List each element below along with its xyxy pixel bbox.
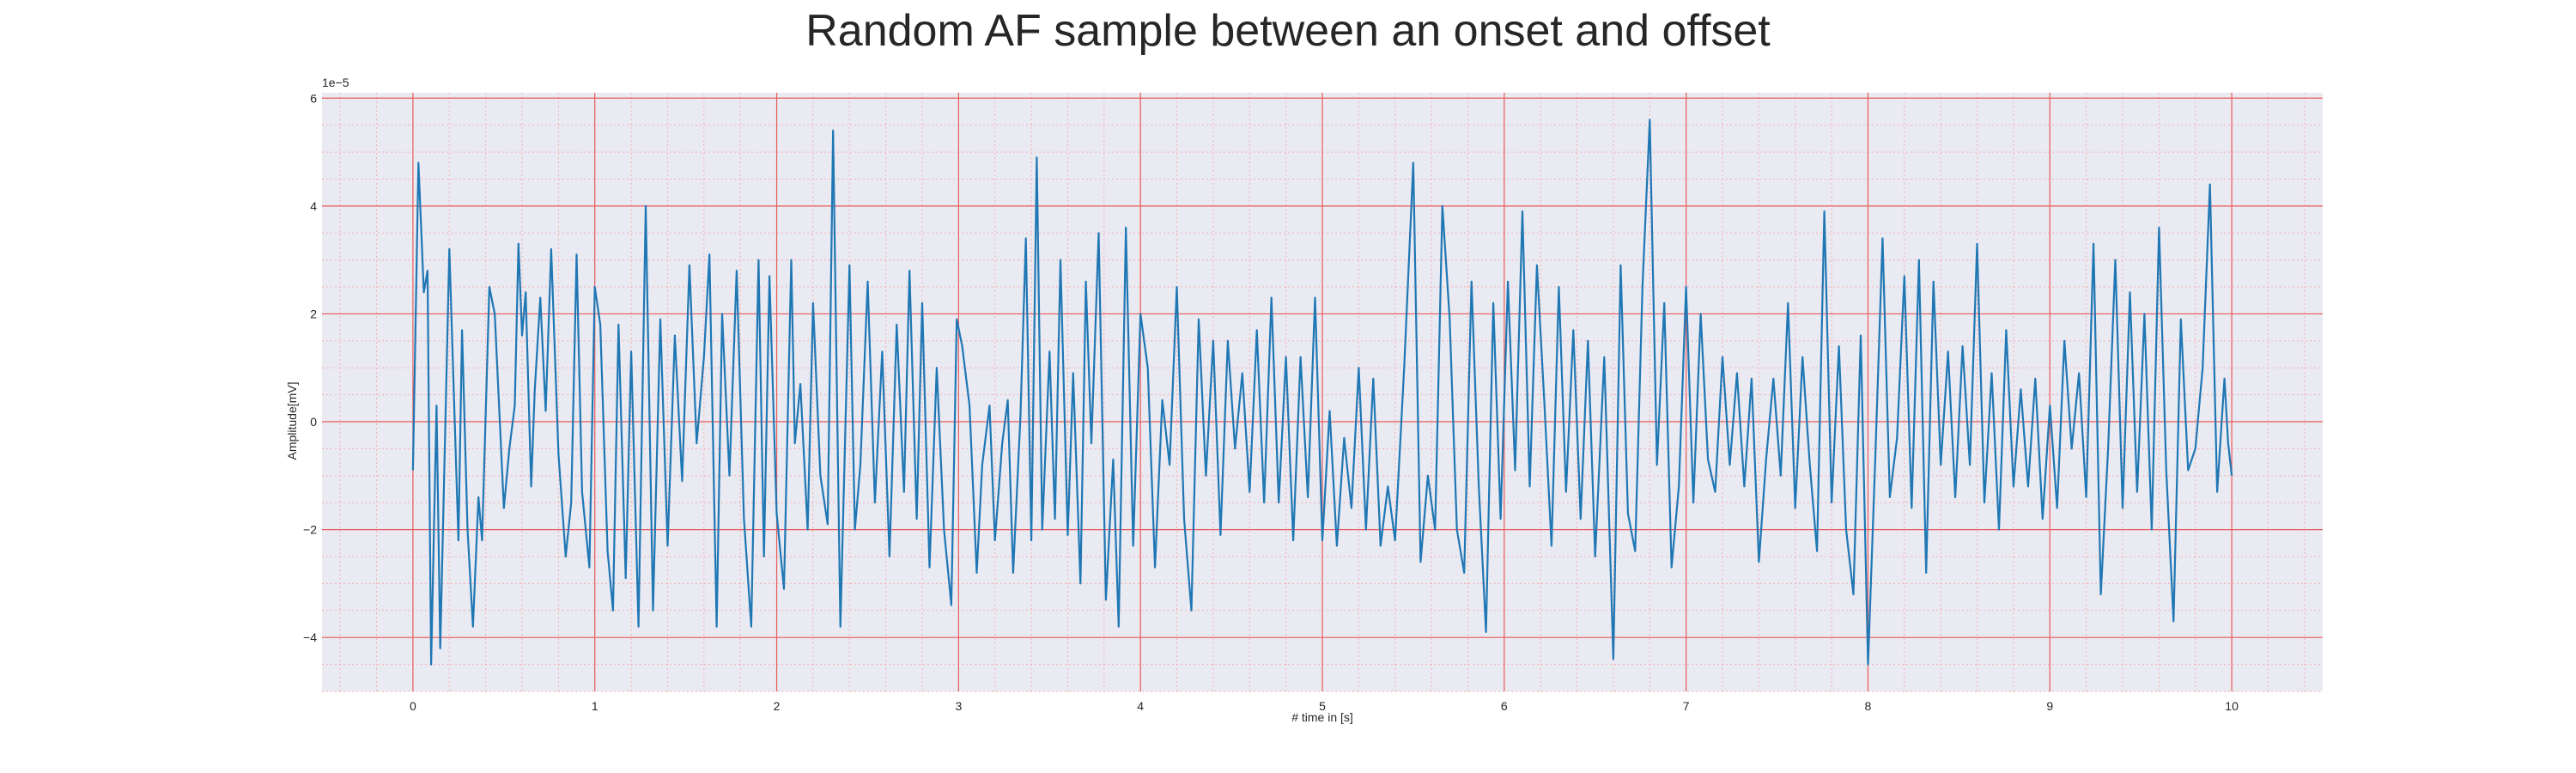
chart-title: Random AF sample between an onset and of… xyxy=(805,6,1771,56)
y-tick-label: 2 xyxy=(310,307,317,320)
x-tick-label: 9 xyxy=(2046,699,2053,713)
x-tick-label: 4 xyxy=(1137,699,1144,713)
x-tick-label: 1 xyxy=(592,699,598,713)
x-axis-label: # time in [s] xyxy=(1291,710,1353,724)
x-tick-label: 2 xyxy=(774,699,781,713)
x-tick-labels: 0 1 2 3 4 5 6 7 8 9 10 xyxy=(410,699,2239,713)
x-tick-label: 10 xyxy=(2225,699,2239,713)
x-tick-label: 7 xyxy=(1683,699,1690,713)
x-tick-label: 3 xyxy=(955,699,962,713)
y-offset-label: 1e−5 xyxy=(322,76,349,89)
series-line xyxy=(411,119,2233,666)
y-axis-label: Amplitude[mV] xyxy=(285,381,299,460)
y-tick-labels: −4 −2 0 2 4 6 xyxy=(303,91,317,644)
x-tick-label: 6 xyxy=(1501,699,1508,713)
y-tick-label: 6 xyxy=(310,91,317,105)
x-tick-label: 8 xyxy=(1865,699,1872,713)
y-tick-label: 0 xyxy=(310,415,317,429)
y-tick-label: 4 xyxy=(310,199,317,213)
y-tick-label: −4 xyxy=(303,630,317,644)
x-tick-label: 5 xyxy=(1319,699,1326,713)
x-tick-label: 0 xyxy=(410,699,416,713)
series-layer xyxy=(411,119,2233,666)
y-tick-label: −2 xyxy=(303,523,317,537)
